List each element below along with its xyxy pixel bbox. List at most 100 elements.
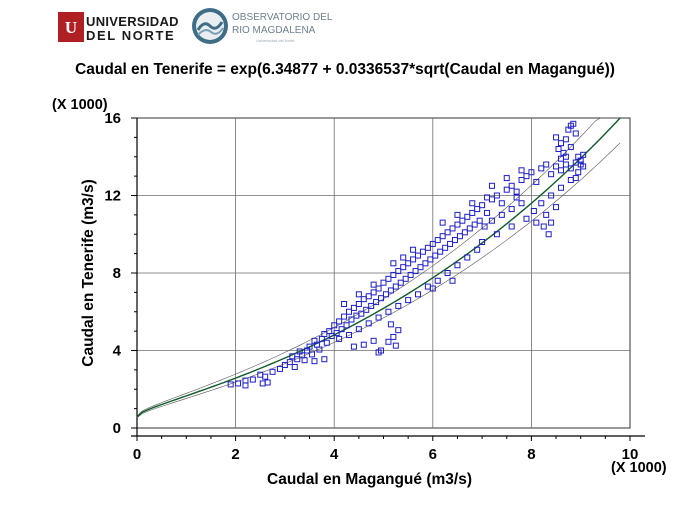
data-point bbox=[269, 368, 276, 375]
x-tick-label: 6 bbox=[429, 446, 437, 463]
data-point bbox=[456, 233, 463, 240]
data-point bbox=[498, 211, 505, 218]
data-point bbox=[410, 256, 417, 263]
data-point bbox=[503, 175, 510, 182]
data-point bbox=[392, 283, 399, 290]
data-point bbox=[264, 379, 271, 386]
data-point bbox=[545, 231, 552, 238]
data-point bbox=[345, 308, 352, 315]
data-point bbox=[338, 326, 345, 333]
data-point bbox=[419, 248, 426, 255]
data-point bbox=[442, 244, 449, 251]
data-point bbox=[363, 306, 370, 313]
data-point bbox=[375, 314, 382, 321]
observatory-name-line2: RIO MAGDALENA bbox=[232, 25, 316, 36]
data-point bbox=[395, 327, 402, 334]
x-tick-label: 0 bbox=[133, 446, 141, 463]
data-point bbox=[553, 134, 560, 141]
data-point bbox=[580, 151, 587, 158]
data-point bbox=[454, 262, 461, 269]
data-point bbox=[444, 270, 451, 276]
data-point bbox=[410, 246, 417, 253]
data-point bbox=[286, 359, 293, 366]
x-tick-label: 10 bbox=[622, 446, 639, 463]
data-point bbox=[321, 356, 328, 363]
data-point bbox=[387, 287, 394, 294]
data-point bbox=[469, 209, 476, 216]
data-point bbox=[341, 301, 348, 307]
data-point bbox=[316, 346, 323, 353]
data-point bbox=[262, 373, 269, 380]
data-point bbox=[567, 165, 574, 172]
data-point bbox=[385, 308, 392, 315]
data-point bbox=[461, 229, 468, 236]
data-point bbox=[567, 144, 574, 151]
data-point bbox=[341, 313, 348, 320]
data-point bbox=[385, 275, 392, 282]
data-point bbox=[378, 295, 385, 302]
data-point bbox=[533, 178, 540, 185]
data-point bbox=[429, 285, 436, 292]
data-point bbox=[434, 277, 441, 284]
data-point bbox=[449, 225, 456, 232]
data-point bbox=[513, 194, 520, 201]
data-point bbox=[518, 167, 525, 174]
data-point bbox=[370, 337, 377, 344]
y-tick-label: 4 bbox=[113, 343, 122, 360]
data-point bbox=[530, 208, 537, 214]
data-point bbox=[392, 342, 399, 349]
data-point bbox=[434, 237, 441, 244]
data-point bbox=[528, 169, 535, 176]
x-tick-label: 2 bbox=[231, 446, 239, 463]
data-point bbox=[577, 157, 584, 164]
data-point bbox=[360, 341, 367, 348]
data-point bbox=[488, 217, 495, 224]
x-multiplier-label: (X 1000) bbox=[611, 460, 667, 476]
y-tick-label: 8 bbox=[113, 265, 121, 282]
data-point bbox=[405, 297, 412, 304]
university-logo: U UNIVERSIDAD DEL NORTE bbox=[58, 10, 183, 46]
data-point bbox=[543, 211, 550, 218]
data-point bbox=[432, 252, 439, 259]
data-point bbox=[454, 211, 461, 218]
data-point bbox=[336, 318, 343, 325]
data-point bbox=[447, 240, 454, 247]
data-point bbox=[562, 136, 569, 143]
observatory-name-line3: Universidad del Norte bbox=[256, 38, 295, 43]
y-tick-label: 16 bbox=[104, 110, 121, 127]
data-point bbox=[449, 277, 456, 284]
data-point bbox=[572, 175, 579, 182]
data-point bbox=[306, 343, 313, 350]
observatory-name-line1: OBSERVATORIO DEL bbox=[232, 12, 333, 23]
x-tick-label: 8 bbox=[527, 446, 535, 463]
data-point bbox=[365, 320, 372, 327]
data-point bbox=[479, 239, 486, 245]
data-point bbox=[557, 155, 564, 162]
data-point bbox=[575, 169, 582, 176]
data-point bbox=[348, 316, 355, 323]
data-point bbox=[296, 348, 303, 355]
data-point bbox=[474, 246, 481, 253]
data-point bbox=[503, 186, 510, 193]
data-point bbox=[375, 349, 382, 356]
data-point bbox=[355, 301, 362, 307]
data-point bbox=[429, 240, 436, 247]
data-point bbox=[580, 163, 587, 170]
data-point bbox=[508, 182, 515, 189]
data-point bbox=[538, 165, 545, 172]
data-point bbox=[557, 140, 564, 147]
data-point bbox=[493, 231, 500, 238]
data-point bbox=[242, 382, 249, 389]
data-point bbox=[533, 219, 540, 226]
data-point bbox=[407, 271, 414, 278]
data-point bbox=[276, 365, 283, 372]
data-point bbox=[439, 233, 446, 240]
data-point bbox=[387, 321, 394, 328]
data-point bbox=[311, 358, 318, 365]
observatory-logo: OBSERVATORIO DEL RIO MAGDALENA Universid… bbox=[190, 5, 333, 49]
data-point bbox=[390, 333, 397, 340]
data-point bbox=[323, 339, 330, 346]
data-point bbox=[464, 213, 471, 220]
observatory-emblem-icon bbox=[192, 8, 228, 44]
